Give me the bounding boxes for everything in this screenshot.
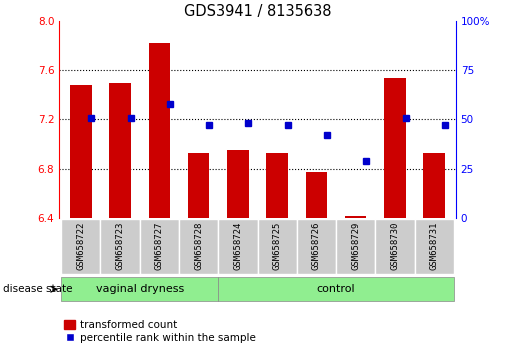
- Text: GSM658729: GSM658729: [351, 221, 360, 269]
- Text: GSM658731: GSM658731: [430, 221, 439, 269]
- Bar: [70, 85, 92, 218]
- Bar: [375, 219, 415, 274]
- Legend: transformed count, percentile rank within the sample: transformed count, percentile rank withi…: [64, 320, 256, 343]
- Bar: [384, 78, 406, 218]
- Bar: [109, 82, 131, 218]
- Bar: [61, 219, 100, 274]
- Text: GSM658722: GSM658722: [76, 221, 85, 269]
- Text: GSM658727: GSM658727: [155, 221, 164, 269]
- Bar: [345, 217, 367, 218]
- Text: control: control: [317, 284, 355, 294]
- Bar: [218, 278, 454, 301]
- Bar: [415, 219, 454, 274]
- Bar: [297, 219, 336, 274]
- Bar: [140, 219, 179, 274]
- Bar: [61, 278, 218, 301]
- Bar: [266, 153, 288, 218]
- Bar: [100, 219, 140, 274]
- Bar: [179, 219, 218, 274]
- Text: GSM658724: GSM658724: [233, 221, 243, 269]
- Text: GSM658728: GSM658728: [194, 221, 203, 269]
- Title: GDS3941 / 8135638: GDS3941 / 8135638: [184, 4, 331, 19]
- Bar: [305, 172, 327, 218]
- Bar: [336, 219, 375, 274]
- Bar: [258, 219, 297, 274]
- Text: vaginal dryness: vaginal dryness: [96, 284, 184, 294]
- Bar: [423, 153, 445, 218]
- Text: GSM658725: GSM658725: [272, 221, 282, 269]
- Bar: [227, 150, 249, 218]
- Bar: [218, 219, 258, 274]
- Bar: [188, 153, 210, 218]
- Bar: [148, 43, 170, 218]
- Text: GSM658730: GSM658730: [390, 221, 400, 269]
- Text: disease state: disease state: [3, 284, 72, 294]
- Text: GSM658726: GSM658726: [312, 221, 321, 269]
- Text: GSM658723: GSM658723: [115, 221, 125, 269]
